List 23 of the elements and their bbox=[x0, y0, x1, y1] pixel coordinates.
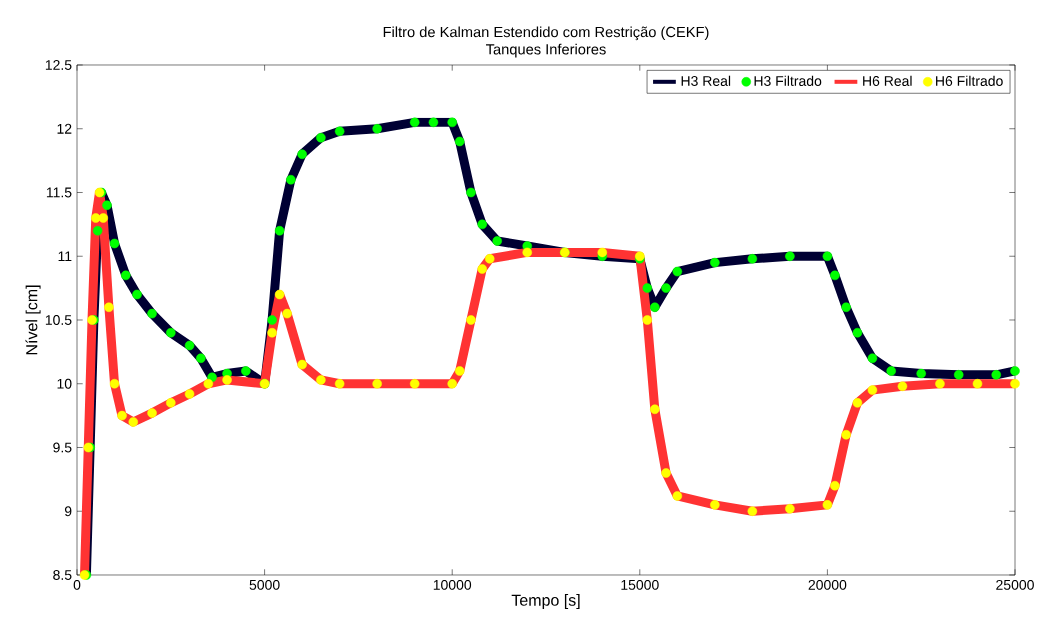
y-tick-label: 11 bbox=[58, 251, 72, 262]
x-axis-title: Tempo [s] bbox=[511, 594, 580, 610]
y-axis-title: Nível [cm] bbox=[25, 285, 41, 355]
chart-subtitle: Tanques Inferiores bbox=[486, 43, 606, 58]
legend-label: H6 Filtrado bbox=[936, 75, 1003, 86]
x-tick-label: 15000 bbox=[621, 579, 659, 590]
y-tick-label: 12.5 bbox=[45, 60, 72, 70]
legend-label: H3 Filtrado bbox=[754, 75, 822, 86]
y-tick-label: 12 bbox=[57, 123, 72, 134]
x-tick-label: 25000 bbox=[996, 579, 1034, 590]
y-tick-label: 9 bbox=[64, 506, 72, 517]
y-tick-label: 11.5 bbox=[46, 187, 72, 198]
y-tick-label: 8.5 bbox=[53, 570, 72, 580]
y-tick-label: 10.5 bbox=[45, 315, 72, 325]
legend-label: H3 Real bbox=[681, 75, 731, 86]
x-tick-label: 20000 bbox=[808, 579, 847, 590]
chart-title: Filtro de Kalman Estendido com Restrição (CEKF) bbox=[383, 26, 709, 41]
y-tick-label: 10 bbox=[57, 378, 72, 389]
legend-label: H6 Real bbox=[863, 75, 912, 86]
y-tick-label: 9.5 bbox=[53, 442, 72, 453]
x-tick-label: 5000 bbox=[249, 579, 280, 590]
x-tick-label: 0 bbox=[73, 579, 81, 590]
x-tick-label: 10000 bbox=[433, 579, 472, 590]
